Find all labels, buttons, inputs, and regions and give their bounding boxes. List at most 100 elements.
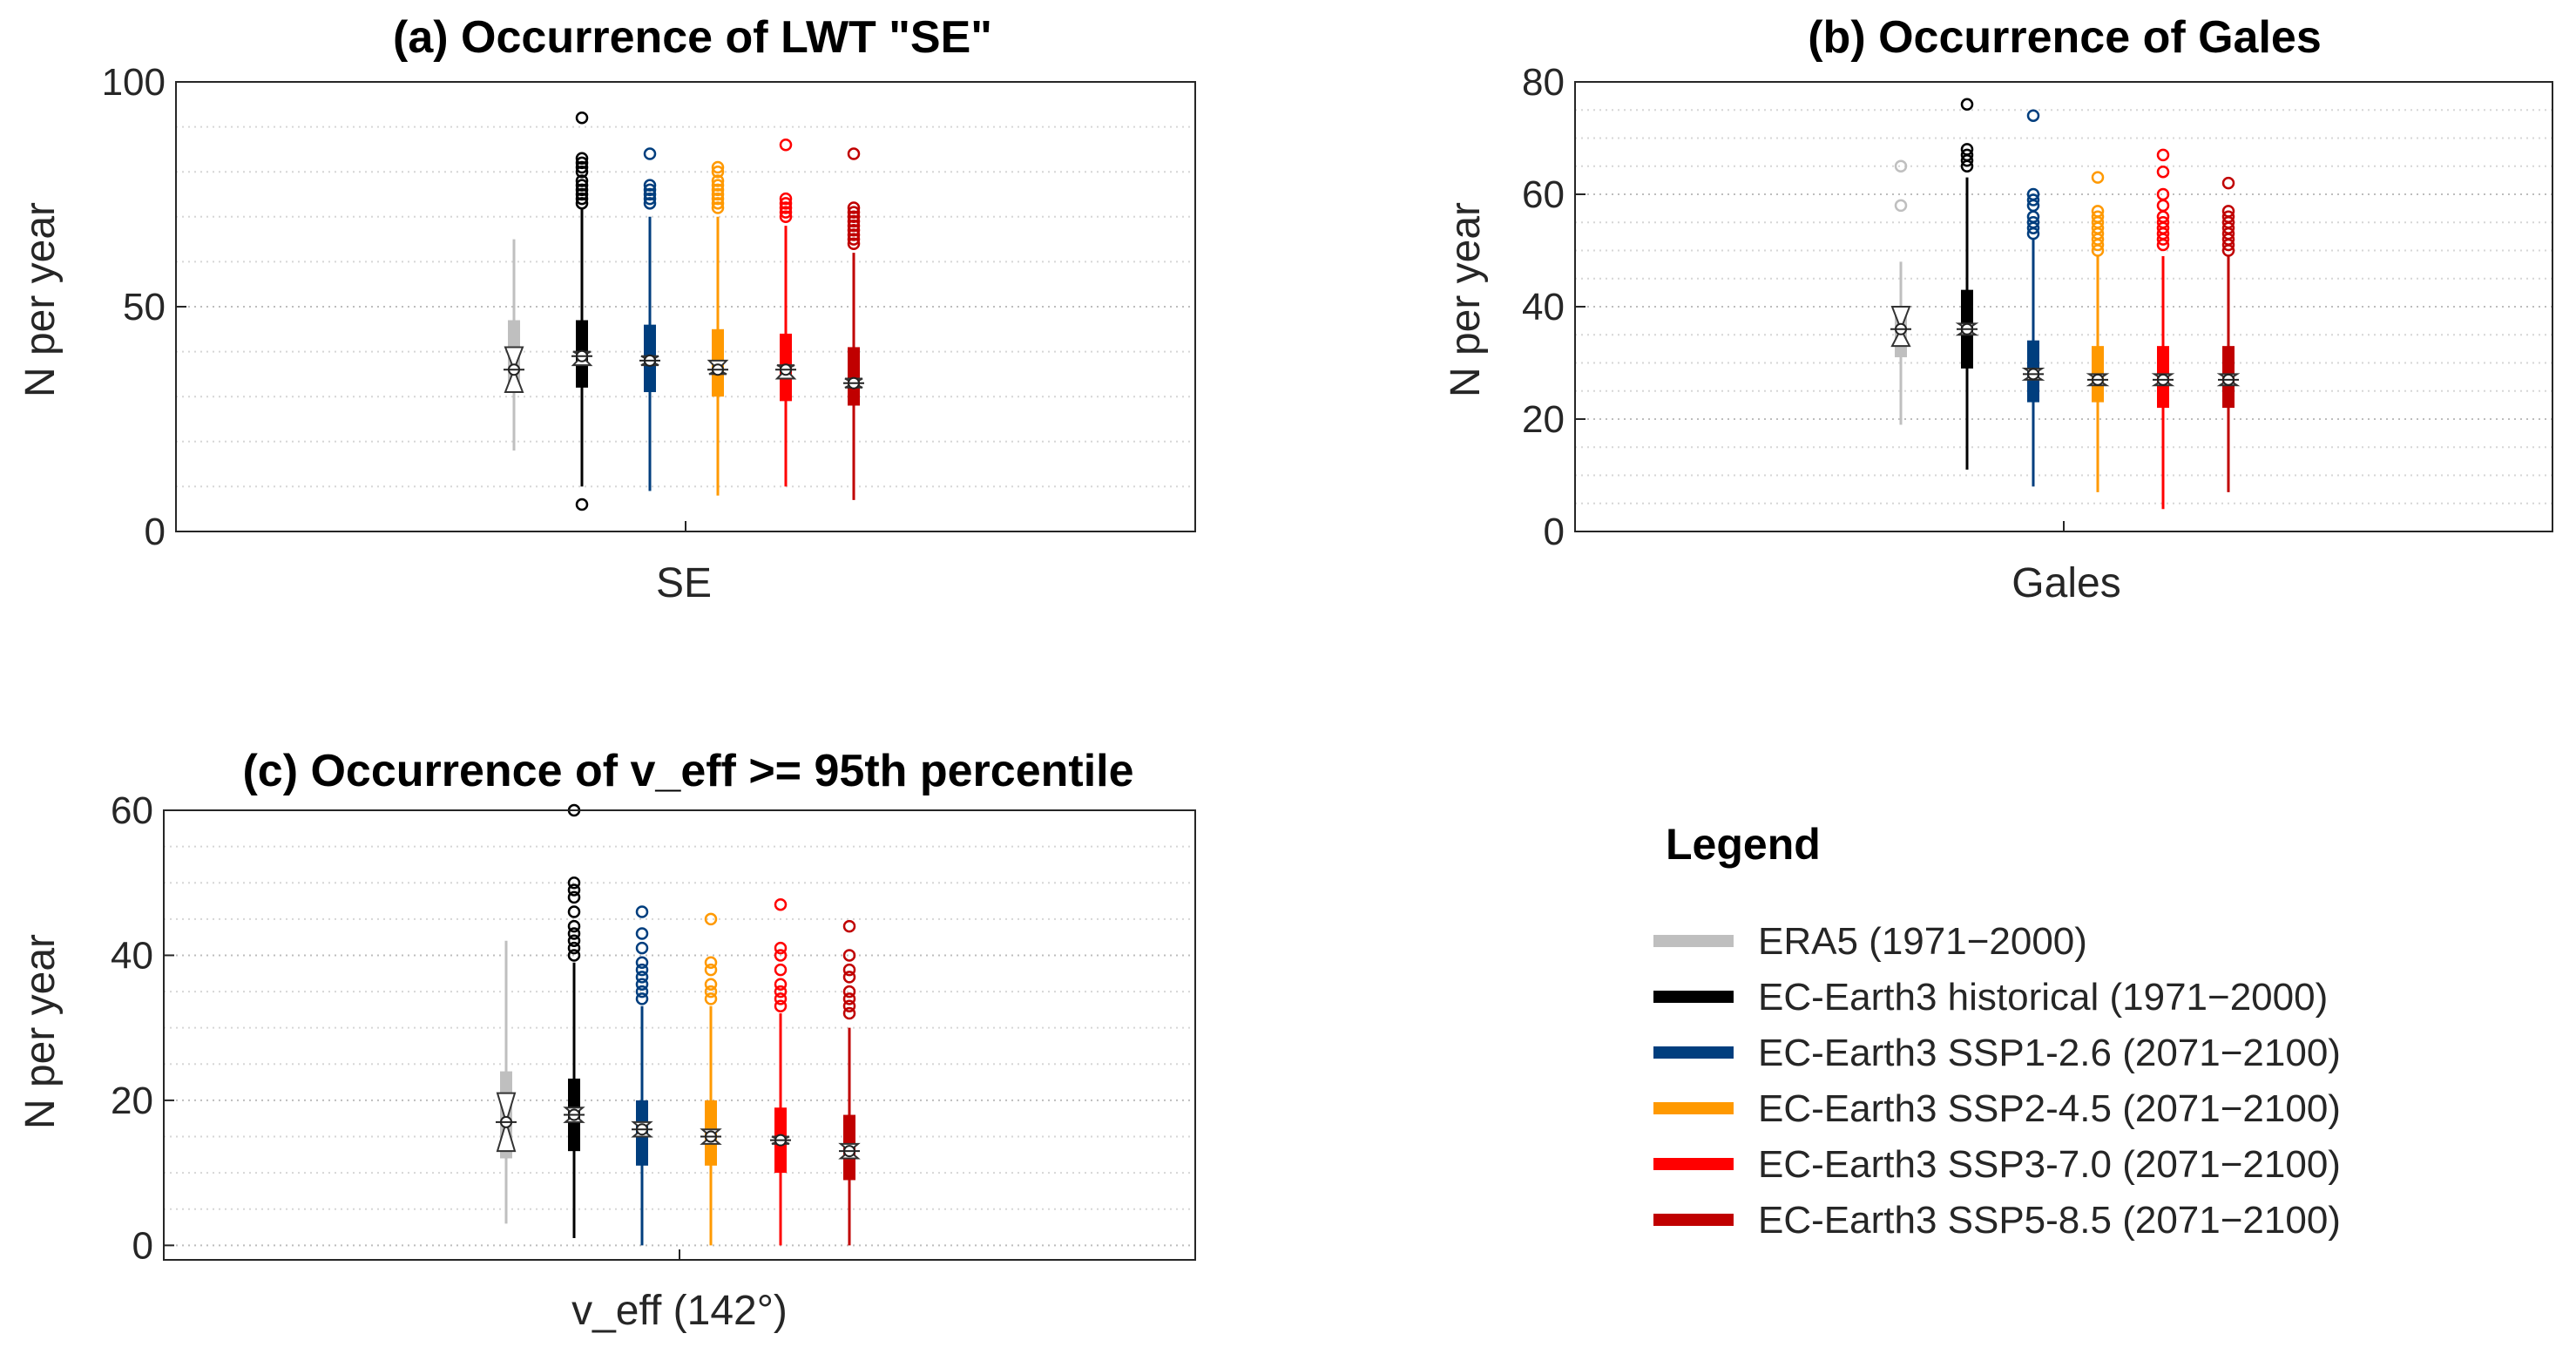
outlier-point bbox=[2026, 216, 2040, 229]
outlier-point bbox=[575, 197, 589, 210]
outlier-point bbox=[779, 192, 793, 206]
outlier-point bbox=[711, 197, 725, 210]
outlier-point bbox=[1894, 159, 1908, 173]
outlier-point bbox=[2156, 148, 2170, 162]
outlier-point bbox=[2156, 165, 2170, 179]
legend-entry-label: EC-Earth3 SSP1-2.6 (2071−2100) bbox=[1758, 1032, 2341, 1074]
ytick-label: 20 bbox=[111, 1080, 153, 1122]
legend-title: Legend bbox=[1666, 820, 1821, 869]
box-4 bbox=[2151, 148, 2175, 510]
outlier-point bbox=[774, 992, 788, 1005]
box-5 bbox=[843, 147, 864, 500]
legend: Legend ERA5 (1971−2000) EC-Earth3 histori… bbox=[1653, 820, 2341, 1242]
outlier-point bbox=[711, 187, 725, 201]
box-2 bbox=[631, 905, 653, 1246]
outlier-point bbox=[575, 192, 589, 206]
outlier-point bbox=[774, 941, 788, 955]
outlier-point bbox=[635, 971, 649, 984]
outlier-point bbox=[847, 214, 861, 228]
outlier-point bbox=[635, 992, 649, 1005]
iqr-box bbox=[848, 347, 860, 406]
panel-b-ylabel: N per year bbox=[1443, 202, 1489, 397]
outlier-point bbox=[779, 201, 793, 214]
outlier-point bbox=[2091, 210, 2105, 224]
outlier-point bbox=[2091, 171, 2105, 184]
outlier-point bbox=[847, 224, 861, 237]
outlier-point bbox=[779, 206, 793, 219]
outlier-point bbox=[2221, 205, 2235, 218]
ytick-label: 100 bbox=[102, 61, 166, 104]
panel-b-axes-frame bbox=[1574, 81, 2553, 532]
panel-c-title: (c) Occurrence of v_eff >= 95th percenti… bbox=[242, 746, 1133, 796]
outlier-point bbox=[779, 210, 793, 224]
outlier-point bbox=[847, 237, 861, 251]
panel-b: (b) Occurrence of Gales N per year Gales… bbox=[1443, 12, 2553, 606]
outlier-point bbox=[711, 183, 725, 197]
outlier-point bbox=[847, 206, 861, 219]
outlier-point bbox=[704, 985, 718, 998]
box-1 bbox=[1955, 98, 1979, 470]
outlier-point bbox=[2221, 210, 2235, 224]
outlier-point bbox=[704, 978, 718, 991]
box-0 bbox=[1890, 159, 1911, 425]
outlier-point bbox=[847, 228, 861, 241]
outlier-point bbox=[847, 219, 861, 233]
panel-a-title: (a) Occurrence of LWT "SE" bbox=[393, 12, 992, 63]
box-4 bbox=[770, 897, 791, 1246]
panel-c-boxes bbox=[496, 803, 861, 1246]
outlier-point bbox=[1960, 148, 1974, 162]
legend-entry-label: EC-Earth3 historical (1971−2000) bbox=[1758, 976, 2328, 1019]
outlier-point bbox=[2156, 199, 2170, 213]
outlier-point bbox=[842, 919, 856, 933]
box-2 bbox=[639, 147, 660, 491]
box-4 bbox=[774, 138, 797, 487]
outlier-point bbox=[575, 183, 589, 197]
outlier-point bbox=[575, 156, 589, 170]
legend-entry-label: ERA5 (1971−2000) bbox=[1758, 920, 2087, 963]
outlier-point bbox=[643, 192, 657, 206]
outlier-point bbox=[847, 210, 861, 224]
outlier-point bbox=[2026, 109, 2040, 122]
outlier-point bbox=[575, 152, 589, 165]
outlier-point bbox=[847, 147, 861, 160]
box-0 bbox=[504, 239, 524, 451]
outlier-point bbox=[842, 949, 856, 962]
outlier-point bbox=[704, 963, 718, 977]
ytick-label: 0 bbox=[132, 1224, 153, 1267]
outlier-point bbox=[575, 174, 589, 187]
panel-a-ylabel: N per year bbox=[17, 202, 64, 397]
outlier-point bbox=[2026, 193, 2040, 206]
outlier-point bbox=[643, 183, 657, 197]
outlier-point bbox=[1894, 199, 1908, 213]
outlier-point bbox=[774, 978, 788, 991]
outlier-point bbox=[575, 160, 589, 174]
outlier-point bbox=[842, 1006, 856, 1020]
outlier-point bbox=[567, 919, 581, 933]
panel-b-boxes bbox=[1890, 98, 2241, 510]
legend-entry-label: EC-Earth3 SSP3-7.0 (2071−2100) bbox=[1758, 1143, 2341, 1186]
outlier-point bbox=[567, 883, 581, 897]
panel-c-axes-frame bbox=[163, 809, 1196, 1261]
panel-c: (c) Occurrence of v_eff >= 95th percenti… bbox=[17, 746, 1196, 1334]
panel-a-xcategory: SE bbox=[656, 560, 712, 606]
outlier-point bbox=[567, 905, 581, 918]
outlier-point bbox=[842, 963, 856, 977]
outlier-point bbox=[2221, 176, 2235, 190]
outlier-point bbox=[567, 927, 581, 940]
outlier-point bbox=[711, 174, 725, 187]
legend-entry-label: EC-Earth3 SSP5-8.5 (2071−2100) bbox=[1758, 1199, 2341, 1242]
outlier-point bbox=[774, 999, 788, 1012]
outlier-point bbox=[704, 912, 718, 926]
outlier-point bbox=[635, 956, 649, 970]
outlier-point bbox=[774, 949, 788, 962]
outlier-point bbox=[567, 934, 581, 948]
panel-a-axes-frame bbox=[175, 81, 1196, 532]
outlier-point bbox=[575, 112, 589, 125]
outlier-point bbox=[842, 999, 856, 1012]
outlier-point bbox=[635, 978, 649, 991]
box-0 bbox=[496, 940, 517, 1224]
outlier-point bbox=[567, 890, 581, 904]
panel-b-title: (b) Occurrence of Gales bbox=[1808, 12, 2322, 63]
outlier-point bbox=[643, 147, 657, 160]
